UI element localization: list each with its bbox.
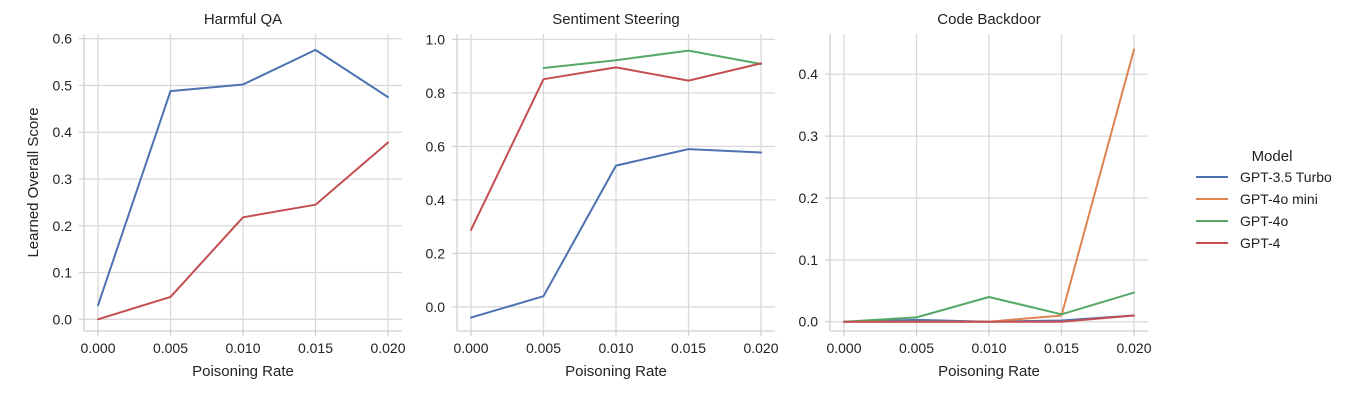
x-tick-label: 0.020 xyxy=(743,340,778,356)
x-tick-label: 0.015 xyxy=(671,340,706,356)
y-tick-label: 0.3 xyxy=(799,128,819,144)
y-tick-label: 0.6 xyxy=(426,138,446,154)
series-line-gpt-3.5-turbo xyxy=(97,48,389,307)
y-tick-label: 0.6 xyxy=(53,31,73,47)
panel-code-backdoor: 0.000 0.005 0.010 0.015 0.020 0.0 0.1 0.2 0.3 0.4… xyxy=(799,11,1152,380)
panel-sentiment-steering: 0.000 0.005 0.010 0.015 0.020 0.0 0.2 0.4 0.6 0.8… xyxy=(426,11,779,380)
x-axis-title: Poisoning Rate xyxy=(565,363,667,380)
x-tick-label: 0.005 xyxy=(899,340,934,356)
x-axis-title: Poisoning Rate xyxy=(938,363,1040,380)
x-tick-label: 0.000 xyxy=(80,340,115,356)
y-tick-label: 0.1 xyxy=(53,265,73,281)
series-line-gpt-3.5-turbo xyxy=(470,148,762,319)
y-tick-label: 0.2 xyxy=(426,245,446,261)
x-tick-label: 0.010 xyxy=(598,340,633,356)
x-tick-label: 0.010 xyxy=(971,340,1006,356)
legend: Model GPT-3.5 Turbo GPT-4o mini GPT-4o G… xyxy=(1196,148,1332,251)
x-tick-label: 0.015 xyxy=(1044,340,1079,356)
series-line-gpt-4 xyxy=(470,62,762,231)
y-tick-label: 0.2 xyxy=(799,190,819,206)
y-tick-label: 0.2 xyxy=(53,218,73,234)
y-tick-label: 0.1 xyxy=(799,252,819,268)
legend-label-gpt-4o: GPT-4o xyxy=(1240,213,1288,229)
legend-label-gpt-4: GPT-4 xyxy=(1240,235,1281,251)
legend-title: Model xyxy=(1252,148,1293,165)
x-tick-label: 0.005 xyxy=(153,340,188,356)
panel-title: Harmful QA xyxy=(204,11,282,28)
panel-title: Sentiment Steering xyxy=(552,11,680,28)
y-tick-label: 0.4 xyxy=(799,66,819,82)
x-tick-label: 0.000 xyxy=(453,340,488,356)
x-tick-label: 0.020 xyxy=(1116,340,1151,356)
legend-label-gpt-3.5-turbo: GPT-3.5 Turbo xyxy=(1240,169,1332,185)
legend-label-gpt-4o-mini: GPT-4o mini xyxy=(1240,191,1318,207)
series-line-gpt-4 xyxy=(843,314,1135,323)
y-tick-label: 0.4 xyxy=(53,124,73,140)
series-line-gpt-4 xyxy=(97,141,389,321)
y-tick-label: 1.0 xyxy=(426,31,446,47)
y-tick-label: 0.0 xyxy=(426,299,446,315)
x-tick-label: 0.005 xyxy=(526,340,561,356)
x-tick-label: 0.015 xyxy=(298,340,333,356)
x-tick-label: 0.010 xyxy=(225,340,260,356)
x-tick-label: 0.020 xyxy=(370,340,405,356)
y-tick-label: 0.0 xyxy=(53,311,73,327)
x-tick-label: 0.000 xyxy=(826,340,861,356)
y-tick-label: 0.0 xyxy=(799,314,819,330)
panel-harmful-qa: 0.000 0.005 0.010 0.015 0.020 0.0 0.1 0.2 0.3 0.4… xyxy=(25,11,406,380)
y-axis-title: Learned Overall Score xyxy=(25,107,42,257)
series-line-gpt-4o xyxy=(843,291,1135,323)
y-tick-label: 0.5 xyxy=(53,77,73,93)
y-tick-label: 0.3 xyxy=(53,171,73,187)
panel-title: Code Backdoor xyxy=(937,11,1040,28)
x-axis-title: Poisoning Rate xyxy=(192,363,294,380)
series-line-gpt-4o xyxy=(542,49,762,69)
y-tick-label: 0.4 xyxy=(426,192,446,208)
y-tick-label: 0.8 xyxy=(426,85,446,101)
